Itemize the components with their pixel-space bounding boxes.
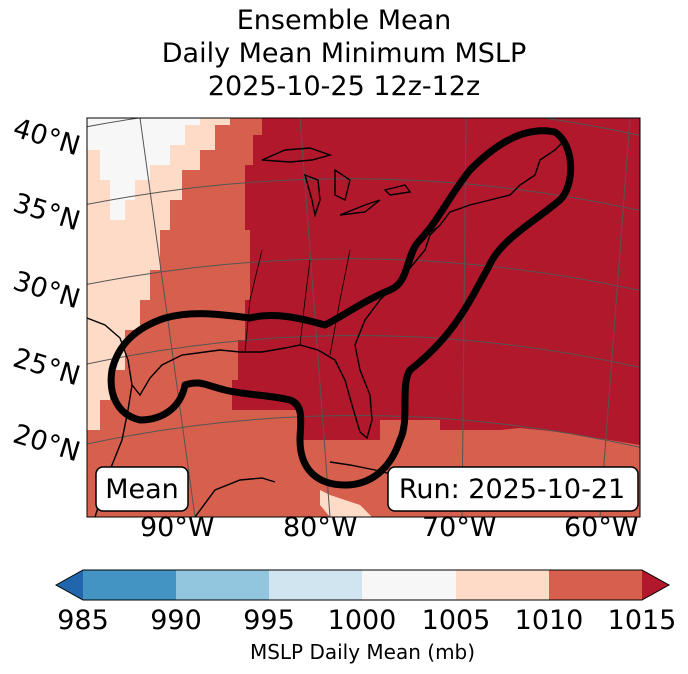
colorbar (54, 569, 671, 601)
parallel-40n (87, 118, 640, 137)
colorbar-extend-low (56, 570, 83, 600)
great-lakes-ontario (383, 184, 412, 196)
meridian-80w (299, 118, 331, 517)
great-lakes-superior (261, 147, 333, 163)
parallel-30n (87, 258, 640, 292)
lon-label-70w: 70°W (422, 512, 497, 543)
parallel-25n (87, 335, 640, 368)
lon-label-60w: 60°W (564, 512, 639, 543)
colorbar-tick-1000: 1000 (327, 605, 397, 636)
colorbar-tick-1015: 1015 (607, 605, 677, 636)
colorbar-tick-995: 995 (243, 605, 295, 636)
meridian-70w (461, 118, 467, 517)
parallel-20n (87, 415, 640, 448)
mean-box-label: Mean (105, 474, 179, 505)
lon-label-90w: 90°W (140, 512, 215, 543)
colorbar-seg-995 (269, 570, 362, 600)
title-line-1: Ensemble Mean (236, 5, 452, 36)
pressure-fill-1005-1010 (87, 118, 640, 517)
great-lakes-erie (339, 199, 381, 216)
parallel-35n (87, 178, 640, 212)
pressure-fill-995-1000 (87, 118, 200, 220)
colorbar-seg-1010 (549, 570, 642, 600)
colorbar-label: MSLP Daily Mean (mb) (249, 640, 476, 664)
mean-box (95, 466, 189, 512)
colorbar-seg-1000 (362, 570, 456, 600)
yucatan-coast (194, 477, 276, 517)
great-lakes-michigan (303, 173, 321, 218)
colorbar-tick-985: 985 (57, 605, 109, 636)
pressure-fill-1000-1005-south (320, 490, 372, 517)
colorbar-seg-1005 (456, 570, 549, 600)
gulf-coast (87, 139, 566, 440)
meridian-60w (599, 118, 631, 517)
colorbar-tick-1010: 1010 (514, 605, 584, 636)
run-box-label: Run: 2025-10-21 (399, 474, 625, 505)
title-line-2: Daily Mean Minimum MSLP (161, 38, 527, 69)
run-box (387, 466, 639, 512)
colorbar-tick-990: 990 (150, 605, 202, 636)
state-borders (244, 224, 441, 356)
graticule (87, 118, 640, 517)
colorbar-tick-1005: 1005 (421, 605, 491, 636)
colorbar-extend-high (642, 570, 669, 600)
great-lakes-huron (334, 168, 351, 202)
lon-label-80w: 80°W (283, 512, 358, 543)
colorbar-seg-990 (176, 570, 269, 600)
contour-1015 (107, 127, 575, 489)
colorbar-outline (54, 569, 671, 601)
title-line-3: 2025-10-25 12z-12z (207, 71, 481, 102)
colorbar-seg-985 (83, 570, 176, 600)
map-frame (86, 117, 641, 518)
